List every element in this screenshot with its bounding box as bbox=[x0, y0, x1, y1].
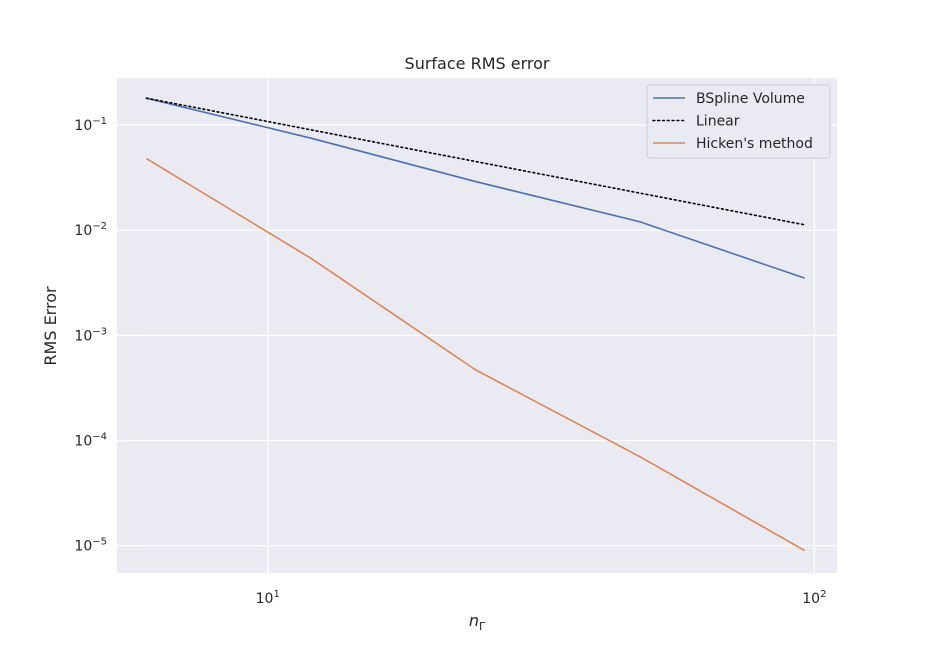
legend: BSpline Volume Linear Hicken's method bbox=[646, 84, 831, 159]
x-axis-title-main: n bbox=[469, 611, 479, 630]
legend-label: Hicken's method bbox=[696, 136, 813, 152]
x-axis-title: nΓ bbox=[469, 611, 486, 633]
chart-title: Surface RMS error bbox=[405, 54, 550, 73]
y-tick-label: 10−5 bbox=[74, 537, 107, 555]
series-lines bbox=[145, 97, 806, 552]
legend-box bbox=[646, 84, 831, 159]
x-axis-title-sub: Γ bbox=[479, 620, 486, 633]
series-line-0 bbox=[146, 97, 805, 279]
y-tick-label: 10−4 bbox=[74, 432, 107, 450]
series-line-1 bbox=[145, 97, 806, 226]
y-tick-label: 10−1 bbox=[74, 116, 107, 134]
x-tick-labels: 101 102 bbox=[256, 589, 827, 607]
grid bbox=[117, 78, 837, 573]
y-tick-label: 10−3 bbox=[74, 326, 107, 344]
y-tick-label: 10−2 bbox=[74, 221, 107, 239]
x-tick-label: 101 bbox=[256, 589, 280, 607]
x-tick-label: 102 bbox=[802, 589, 826, 607]
legend-label: Linear bbox=[696, 114, 740, 130]
legend-label: BSpline Volume bbox=[696, 91, 805, 107]
plot-area bbox=[117, 78, 837, 573]
series-line-2 bbox=[146, 157, 806, 552]
y-tick-labels: 10−1 10−2 10−3 10−4 10−5 bbox=[74, 116, 107, 555]
y-axis-title: RMS Error bbox=[41, 286, 60, 366]
